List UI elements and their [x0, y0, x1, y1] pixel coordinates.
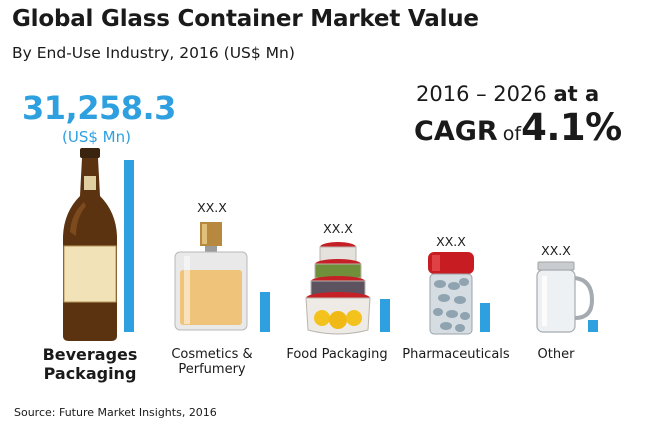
cagr-label: CAGR: [414, 116, 498, 147]
category-labels: Beverages Packaging Cosmetics & Perfumery Fo…: [43, 345, 576, 383]
perfume-bottle-icon: [174, 222, 248, 331]
highlight-value: 31,258.3: [22, 89, 176, 127]
chart-subtitle: By End-Use Industry, 2016 (US$ Mn): [12, 44, 295, 62]
bar-2: [260, 292, 270, 332]
data-labels: XX.X XX.X XX.X XX.X: [197, 200, 571, 258]
bar-5: [588, 320, 598, 332]
data-label-3: XX.X: [323, 221, 353, 236]
food-container-stack-icon: [305, 242, 371, 335]
chart-title: Global Glass Container Market Value: [12, 6, 479, 32]
bar-4: [480, 303, 490, 332]
cagr-period: 2016 – 2026: [416, 82, 547, 106]
pill-jar-icon: [428, 252, 474, 335]
cagr-of: of: [502, 123, 522, 145]
mason-jar-mug-icon: [536, 261, 595, 333]
data-label-4: XX.X: [436, 234, 466, 249]
data-label-5: XX.X: [541, 243, 571, 258]
category-label-4: Pharmaceuticals: [402, 347, 510, 362]
category-label-1: Beverages Packaging: [43, 345, 138, 383]
category-label-2: Cosmetics & Perfumery: [171, 347, 252, 377]
highlight-unit: (US$ Mn): [62, 128, 131, 146]
source-note: Source: Future Market Insights, 2016: [14, 406, 217, 419]
category-label-5: Other: [538, 347, 576, 362]
cagr-period-line: 2016 – 2026 at a: [416, 82, 599, 106]
bar-1: [124, 160, 134, 332]
bar-series: [124, 160, 598, 332]
cagr-value-line: CAGR of4.1%: [414, 106, 622, 149]
beer-bottle-icon: [63, 148, 117, 341]
category-label-3: Food Packaging: [286, 347, 387, 362]
bar-3: [380, 299, 390, 332]
cagr-at: at a: [553, 82, 600, 106]
cagr-value: 4.1%: [521, 106, 622, 149]
data-label-2: XX.X: [197, 200, 227, 215]
